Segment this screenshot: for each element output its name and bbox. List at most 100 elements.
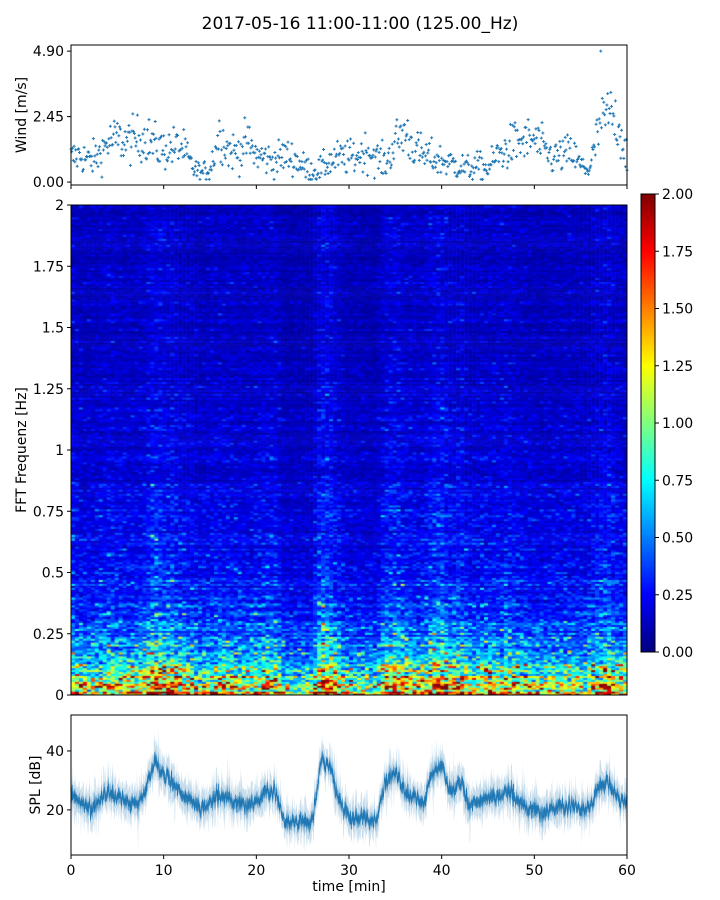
wind-point: [604, 108, 608, 112]
wind-point: [547, 150, 551, 154]
wind-point: [306, 157, 310, 161]
wind-point: [269, 158, 273, 162]
wind-point: [234, 144, 238, 148]
wind-point: [478, 150, 482, 154]
wind-point: [520, 137, 524, 141]
wind-point: [396, 137, 400, 141]
wind-point: [612, 114, 616, 118]
wind-point: [172, 150, 176, 154]
wind-point: [276, 154, 280, 158]
wind-point: [522, 154, 526, 158]
wind-point: [216, 147, 220, 151]
wind-point: [609, 90, 613, 94]
wind-point: [315, 177, 319, 181]
wind-point: [244, 151, 248, 155]
wind-point: [264, 171, 268, 175]
wind-point: [596, 130, 600, 134]
wind-point: [417, 138, 420, 142]
wind-point: [459, 164, 463, 168]
wind-point: [317, 158, 321, 162]
wind-point: [593, 145, 597, 149]
wind-point: [425, 158, 429, 162]
wind-point: [81, 169, 85, 173]
wind-point: [446, 165, 450, 169]
wind-point: [152, 132, 156, 136]
wind-point: [342, 152, 346, 156]
wind-point: [377, 150, 381, 154]
wind-point: [549, 162, 553, 166]
wind-point: [554, 143, 558, 147]
wind-point: [260, 146, 264, 150]
wind-point: [193, 164, 197, 168]
wind-point: [512, 125, 516, 129]
wind-point: [148, 151, 152, 155]
spl-axes-frame: [70, 714, 628, 856]
wind-point: [271, 167, 275, 171]
wind-point: [71, 158, 75, 162]
wind-point: [195, 174, 199, 178]
wind-point: [154, 136, 158, 140]
wind-point: [536, 126, 540, 130]
wind-point: [467, 163, 471, 167]
wind-point: [438, 144, 442, 148]
wind-point: [578, 163, 582, 167]
wind-point: [557, 154, 561, 158]
wind-point: [379, 147, 383, 151]
wind-point: [263, 151, 267, 155]
wind-point: [504, 142, 508, 146]
wind-point: [389, 163, 393, 167]
wind-point: [351, 153, 355, 157]
wind-point: [561, 139, 565, 143]
wind-point: [476, 158, 480, 162]
wind-point: [280, 155, 284, 159]
wind-point: [400, 128, 404, 132]
wind-point: [275, 170, 279, 174]
wind-point: [435, 153, 439, 157]
wind-point: [325, 165, 329, 169]
wind-point: [461, 169, 465, 173]
wind-point: [359, 156, 363, 160]
wind-point: [300, 160, 304, 164]
wind-point: [339, 147, 343, 151]
wind-point: [345, 170, 349, 174]
wind-point: [491, 151, 495, 155]
colorbar-tick-label: 0.25: [662, 588, 693, 604]
wind-point: [481, 177, 485, 181]
wind-point: [526, 118, 530, 122]
spectrogram-ytick-label: 0.5: [42, 566, 64, 582]
wind-point: [356, 151, 360, 155]
wind-point: [513, 121, 517, 125]
wind-point: [251, 150, 255, 154]
wind-point: [114, 140, 118, 144]
wind-point: [455, 174, 459, 178]
wind-point: [98, 151, 102, 155]
wind-point: [494, 159, 498, 163]
wind-point: [184, 145, 188, 149]
wind-point: [267, 145, 271, 149]
wind-point: [328, 170, 332, 174]
wind-point: [370, 156, 374, 160]
wind-point: [179, 142, 183, 146]
wind-point: [500, 151, 504, 155]
wind-point: [123, 130, 127, 134]
wind-point: [447, 154, 451, 158]
spl-xtick-label: 20: [247, 863, 265, 879]
wind-point: [198, 177, 202, 181]
wind-point: [230, 167, 234, 171]
wind-point: [237, 175, 241, 179]
spl-xtick-label: 0: [67, 863, 76, 879]
wind-point: [91, 137, 95, 141]
wind-point: [94, 161, 98, 165]
wind-point: [319, 171, 323, 175]
wind-point: [517, 141, 521, 145]
wind-point: [311, 174, 315, 178]
wind-point: [372, 148, 376, 152]
wind-point: [419, 131, 423, 135]
wind-point: [223, 153, 227, 157]
wind-point: [541, 131, 545, 135]
wind-point: [572, 141, 576, 145]
spectrogram-ytick-label: 2: [55, 198, 64, 214]
wind-point: [122, 154, 126, 158]
wind-point: [593, 153, 597, 157]
wind-point: [586, 172, 590, 176]
